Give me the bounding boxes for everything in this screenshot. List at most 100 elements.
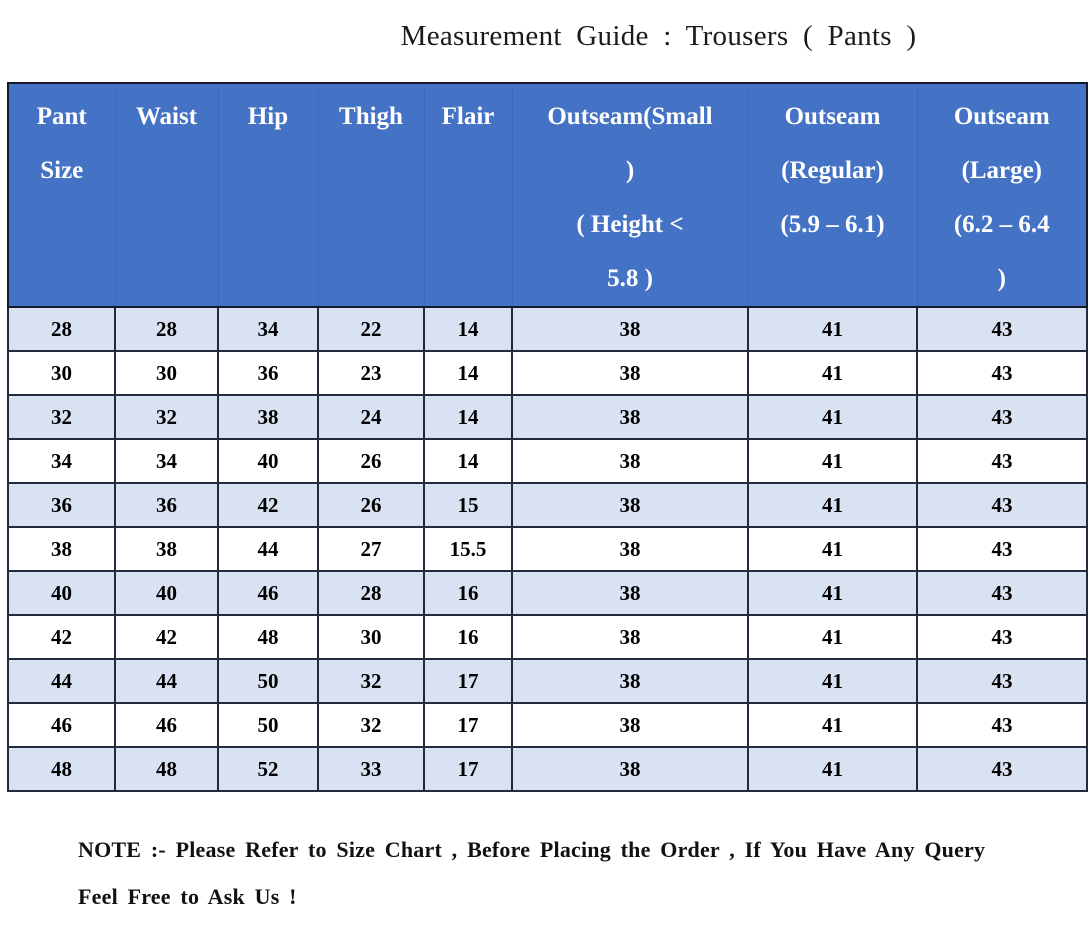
cell-flair: 15.5 — [423, 526, 513, 572]
cell-outseam_large: 43 — [916, 658, 1088, 704]
cell-outseam_large: 43 — [916, 526, 1088, 572]
cell-thigh: 28 — [317, 570, 425, 616]
cell-waist: 44 — [114, 658, 219, 704]
table-body: 28 28 34 22 14 38 41 43 30 30 36 23 14 38 41 43 32 32 38 24… — [7, 306, 1088, 792]
header-outseam-small: Outseam(Small ) ( Height < 5.8 ) — [511, 82, 749, 308]
cell-outseam_regular: 41 — [747, 350, 918, 396]
cell-hip: 50 — [217, 702, 319, 748]
cell-outseam_small: 38 — [511, 438, 749, 484]
header-pant-size: Pant Size — [7, 82, 116, 308]
cell-flair: 14 — [423, 306, 513, 352]
cell-outseam_regular: 41 — [747, 394, 918, 440]
cell-thigh: 32 — [317, 702, 425, 748]
cell-outseam_small: 38 — [511, 614, 749, 660]
cell-thigh: 33 — [317, 746, 425, 792]
cell-outseam_small: 38 — [511, 306, 749, 352]
cell-flair: 16 — [423, 614, 513, 660]
cell-pant_size: 30 — [7, 350, 116, 396]
header-waist: Waist — [114, 82, 219, 308]
cell-outseam_large: 43 — [916, 482, 1088, 528]
cell-waist: 46 — [114, 702, 219, 748]
cell-hip: 42 — [217, 482, 319, 528]
cell-hip: 38 — [217, 394, 319, 440]
cell-pant_size: 36 — [7, 482, 116, 528]
cell-waist: 42 — [114, 614, 219, 660]
cell-outseam_regular: 41 — [747, 702, 918, 748]
cell-hip: 48 — [217, 614, 319, 660]
cell-thigh: 30 — [317, 614, 425, 660]
cell-pant_size: 46 — [7, 702, 116, 748]
cell-thigh: 24 — [317, 394, 425, 440]
header-row: Pant Size Waist Hip Thigh Flair Outseam(… — [7, 82, 1088, 308]
table-row: 36 36 42 26 15 38 41 43 — [7, 482, 1088, 528]
cell-flair: 15 — [423, 482, 513, 528]
cell-outseam_regular: 41 — [747, 746, 918, 792]
cell-waist: 34 — [114, 438, 219, 484]
cell-flair: 17 — [423, 746, 513, 792]
cell-waist: 32 — [114, 394, 219, 440]
header-flair: Flair — [423, 82, 513, 308]
cell-hip: 50 — [217, 658, 319, 704]
cell-pant_size: 32 — [7, 394, 116, 440]
cell-outseam_regular: 41 — [747, 438, 918, 484]
cell-outseam_small: 38 — [511, 570, 749, 616]
cell-flair: 16 — [423, 570, 513, 616]
cell-outseam_large: 43 — [916, 570, 1088, 616]
cell-flair: 17 — [423, 702, 513, 748]
cell-waist: 28 — [114, 306, 219, 352]
cell-thigh: 23 — [317, 350, 425, 396]
cell-outseam_large: 43 — [916, 394, 1088, 440]
cell-hip: 44 — [217, 526, 319, 572]
cell-outseam_small: 38 — [511, 658, 749, 704]
cell-outseam_small: 38 — [511, 482, 749, 528]
cell-waist: 38 — [114, 526, 219, 572]
cell-thigh: 26 — [317, 482, 425, 528]
cell-outseam_small: 38 — [511, 394, 749, 440]
cell-pant_size: 48 — [7, 746, 116, 792]
cell-outseam_regular: 41 — [747, 570, 918, 616]
cell-flair: 14 — [423, 438, 513, 484]
cell-hip: 52 — [217, 746, 319, 792]
cell-flair: 17 — [423, 658, 513, 704]
cell-hip: 40 — [217, 438, 319, 484]
table-row: 40 40 46 28 16 38 41 43 — [7, 570, 1088, 616]
cell-outseam_small: 38 — [511, 746, 749, 792]
table-row: 30 30 36 23 14 38 41 43 — [7, 350, 1088, 396]
header-hip: Hip — [217, 82, 319, 308]
table-row: 34 34 40 26 14 38 41 43 — [7, 438, 1088, 484]
header-outseam-regular: Outseam (Regular) (5.9 – 6.1) — [747, 82, 918, 308]
cell-waist: 40 — [114, 570, 219, 616]
table-row: 46 46 50 32 17 38 41 43 — [7, 702, 1088, 748]
cell-outseam_large: 43 — [916, 746, 1088, 792]
cell-hip: 34 — [217, 306, 319, 352]
cell-outseam_regular: 41 — [747, 526, 918, 572]
table-row: 38 38 44 27 15.5 38 41 43 — [7, 526, 1088, 572]
header-thigh: Thigh — [317, 82, 425, 308]
cell-outseam_regular: 41 — [747, 482, 918, 528]
page-title: Measurement Guide : Trousers ( Pants ) — [400, 20, 917, 52]
cell-pant_size: 42 — [7, 614, 116, 660]
cell-hip: 46 — [217, 570, 319, 616]
table-header: Pant Size Waist Hip Thigh Flair Outseam(… — [7, 82, 1088, 308]
cell-thigh: 26 — [317, 438, 425, 484]
cell-outseam_small: 38 — [511, 702, 749, 748]
cell-flair: 14 — [423, 394, 513, 440]
cell-outseam_regular: 41 — [747, 306, 918, 352]
cell-waist: 36 — [114, 482, 219, 528]
cell-thigh: 22 — [317, 306, 425, 352]
cell-thigh: 27 — [317, 526, 425, 572]
cell-outseam_large: 43 — [916, 306, 1088, 352]
table-row: 44 44 50 32 17 38 41 43 — [7, 658, 1088, 704]
table-row: 28 28 34 22 14 38 41 43 — [7, 306, 1088, 352]
cell-hip: 36 — [217, 350, 319, 396]
size-chart-table: Pant Size Waist Hip Thigh Flair Outseam(… — [7, 82, 1088, 792]
header-outseam-large: Outseam (Large) (6.2 – 6.4 ) — [916, 82, 1088, 308]
cell-outseam_large: 43 — [916, 702, 1088, 748]
cell-outseam_large: 43 — [916, 614, 1088, 660]
cell-outseam_large: 43 — [916, 438, 1088, 484]
cell-pant_size: 44 — [7, 658, 116, 704]
cell-outseam_regular: 41 — [747, 658, 918, 704]
table-row: 32 32 38 24 14 38 41 43 — [7, 394, 1088, 440]
cell-outseam_large: 43 — [916, 350, 1088, 396]
